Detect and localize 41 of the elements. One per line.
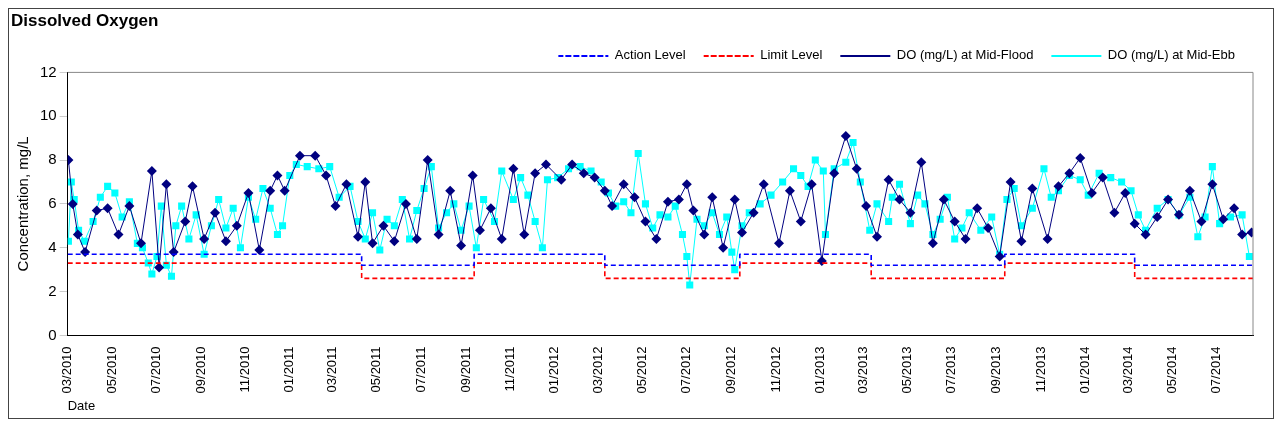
x-tick-label: 07/2010 (147, 346, 163, 394)
y-axis-title: Concentration, mg/L (14, 136, 32, 272)
x-tick-label: 01/2014 (1076, 346, 1092, 394)
x-tick-label: 07/2011 (412, 346, 428, 393)
x-tick-label: 07/2013 (943, 346, 959, 394)
x-axis-title: Date (67, 397, 96, 413)
x-tick-label: 01/2012 (546, 346, 562, 394)
x-tick-label: 03/2014 (1119, 346, 1135, 394)
legend-label: Action Level (614, 47, 686, 63)
y-tick-label: 6 (48, 194, 57, 212)
y-tick-label: 8 (48, 150, 57, 168)
y-tick-label: 0 (48, 325, 57, 343)
x-tick-label: 05/2011 (368, 346, 384, 393)
y-tick-label: 10 (40, 106, 57, 124)
x-tick-label: 11/2011 (502, 346, 518, 392)
x-tick-label: 07/2012 (678, 346, 694, 394)
chart-title: Dissolved Oxygen (11, 10, 159, 30)
legend-label: Limit Level (760, 47, 823, 63)
x-tick-label: 03/2010 (59, 346, 75, 394)
legend-label: DO (mg/L) at Mid-Ebb (1107, 47, 1236, 63)
x-tick-label: 07/2014 (1208, 346, 1224, 394)
x-tick-label: 03/2013 (854, 346, 870, 394)
x-tick-label: 03/2012 (589, 346, 605, 394)
x-tick-label: 03/2011 (324, 346, 340, 393)
x-tick-label: 05/2014 (1164, 346, 1180, 394)
x-tick-label: 09/2011 (457, 346, 473, 393)
legend-label: DO (mg/L) at Mid-Flood (896, 47, 1034, 63)
x-tick-label: 05/2010 (103, 346, 119, 394)
x-tick-label: 11/2012 (767, 346, 783, 393)
x-tick-label: 09/2012 (723, 346, 739, 394)
x-tick-label: 05/2013 (899, 346, 915, 394)
x-tick-label: 11/2013 (1032, 346, 1048, 393)
x-tick-label: 09/2010 (192, 346, 208, 394)
x-tick-label: 01/2011 (281, 346, 297, 393)
y-tick-label: 4 (48, 237, 57, 255)
x-tick-label: 01/2013 (811, 346, 827, 394)
x-tick-label: 05/2012 (634, 346, 650, 394)
x-tick-label: 09/2013 (988, 346, 1004, 394)
y-tick-label: 12 (40, 62, 57, 80)
y-tick-label: 2 (48, 281, 57, 299)
x-tick-label: 11/2010 (237, 346, 253, 393)
